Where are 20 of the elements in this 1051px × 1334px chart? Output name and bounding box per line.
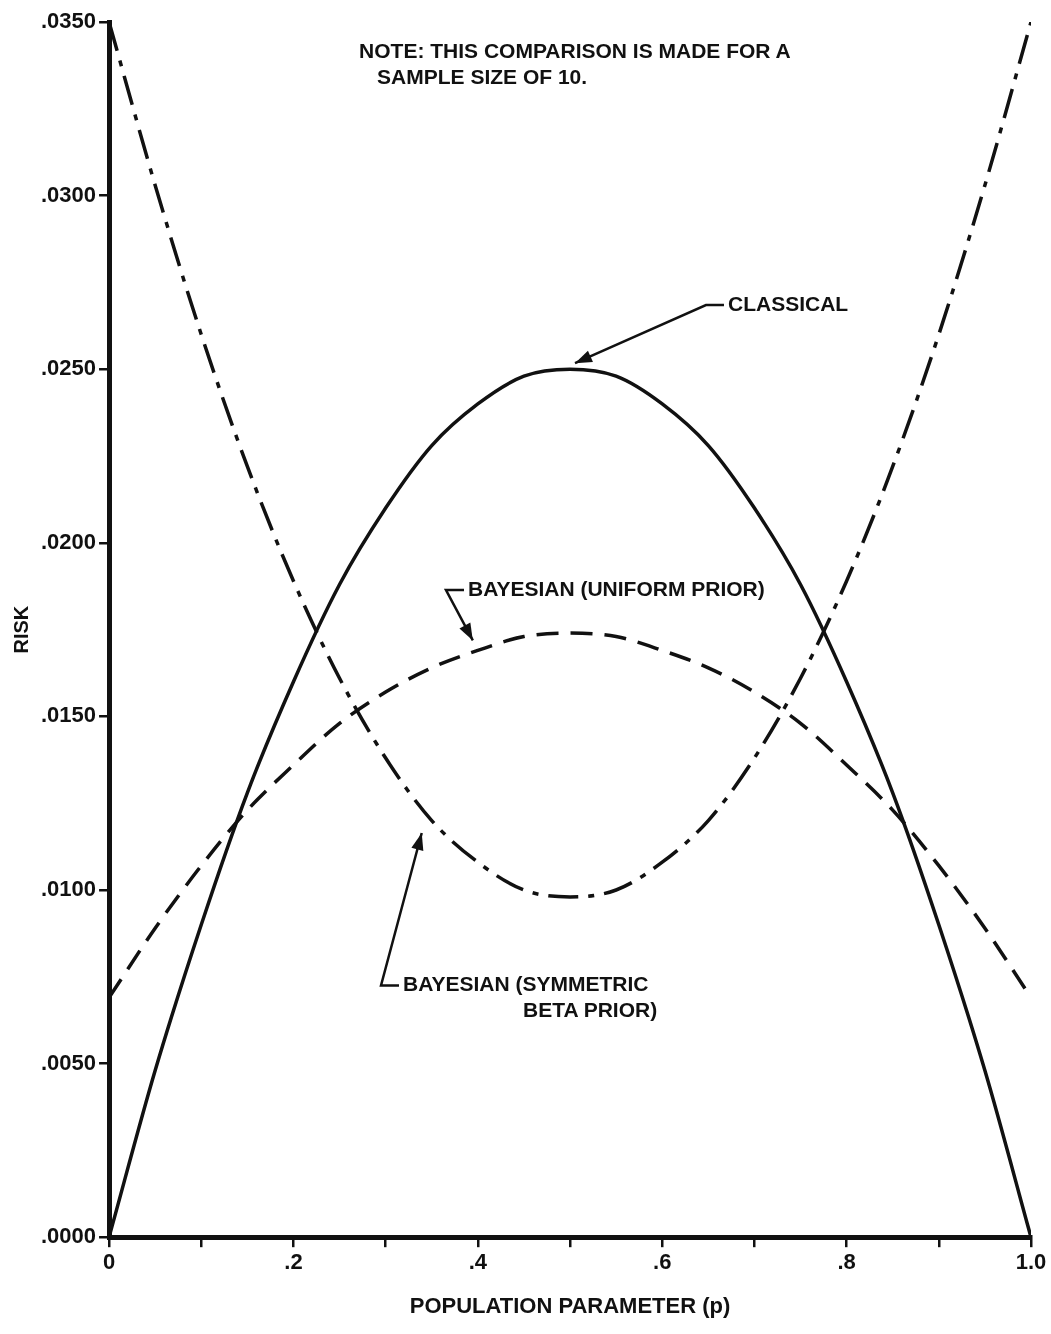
annotation: NOTE: THIS COMPARISON IS MADE FOR A SAMPLE SIZE OF 10.: [359, 38, 791, 88]
text: BAYESIAN (SYMMETRIC BETA PRIOR): [403, 971, 658, 1021]
y-tick-label: .0200: [40, 528, 97, 554]
y-tick-label: .0100: [40, 876, 97, 902]
x-tick-label: 1.0: [1015, 1249, 1047, 1275]
x-axis-title: POPULATION PARAMETER (p): [409, 1292, 731, 1318]
y-tick-label: .0000: [40, 1223, 97, 1249]
y-tick-label: .0300: [40, 181, 97, 207]
x-tick-label: .6: [653, 1249, 672, 1275]
y-axis-title: RISK: [9, 605, 32, 654]
y-tick-label: .0150: [40, 702, 97, 728]
y-tick-label: .0050: [40, 1049, 97, 1075]
y-tick-label: .0250: [40, 355, 97, 381]
x-tick-label: .2: [284, 1249, 303, 1275]
text: CLASSICAL: [728, 291, 849, 315]
x-tick-label: .8: [837, 1249, 856, 1275]
x-tick-label: .4: [468, 1249, 488, 1275]
y-tick-label: .0350: [40, 8, 97, 34]
text: BAYESIAN (UNIFORM PRIOR): [468, 576, 765, 600]
x-tick-label: 0: [102, 1249, 116, 1275]
